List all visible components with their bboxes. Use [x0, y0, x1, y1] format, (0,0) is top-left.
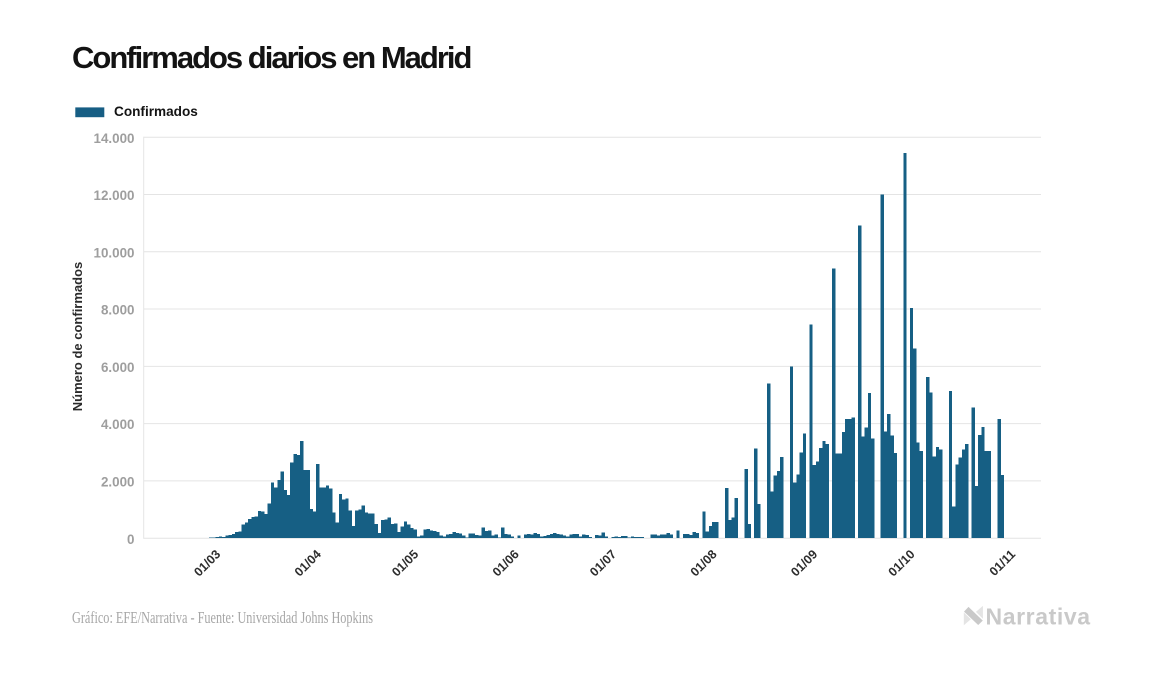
svg-text:4.000: 4.000: [101, 417, 135, 432]
svg-text:Confirmados diarios en Madrid: Confirmados diarios en Madrid: [72, 40, 471, 75]
svg-text:Confirmados: Confirmados: [114, 104, 198, 119]
svg-text:6.000: 6.000: [101, 360, 135, 375]
svg-text:0: 0: [127, 532, 134, 547]
svg-text:10.000: 10.000: [94, 245, 135, 260]
svg-text:2.000: 2.000: [101, 475, 135, 490]
svg-text:Narrativa: Narrativa: [986, 604, 1091, 630]
svg-text:8.000: 8.000: [101, 303, 135, 318]
svg-text:Gráfico: EFE/Narrativa - Fuent: Gráfico: EFE/Narrativa - Fuente: Univers…: [72, 608, 373, 627]
svg-text:12.000: 12.000: [94, 188, 135, 203]
svg-text:14.000: 14.000: [94, 131, 135, 146]
svg-text:Número de confirmados: Número de confirmados: [70, 262, 85, 412]
